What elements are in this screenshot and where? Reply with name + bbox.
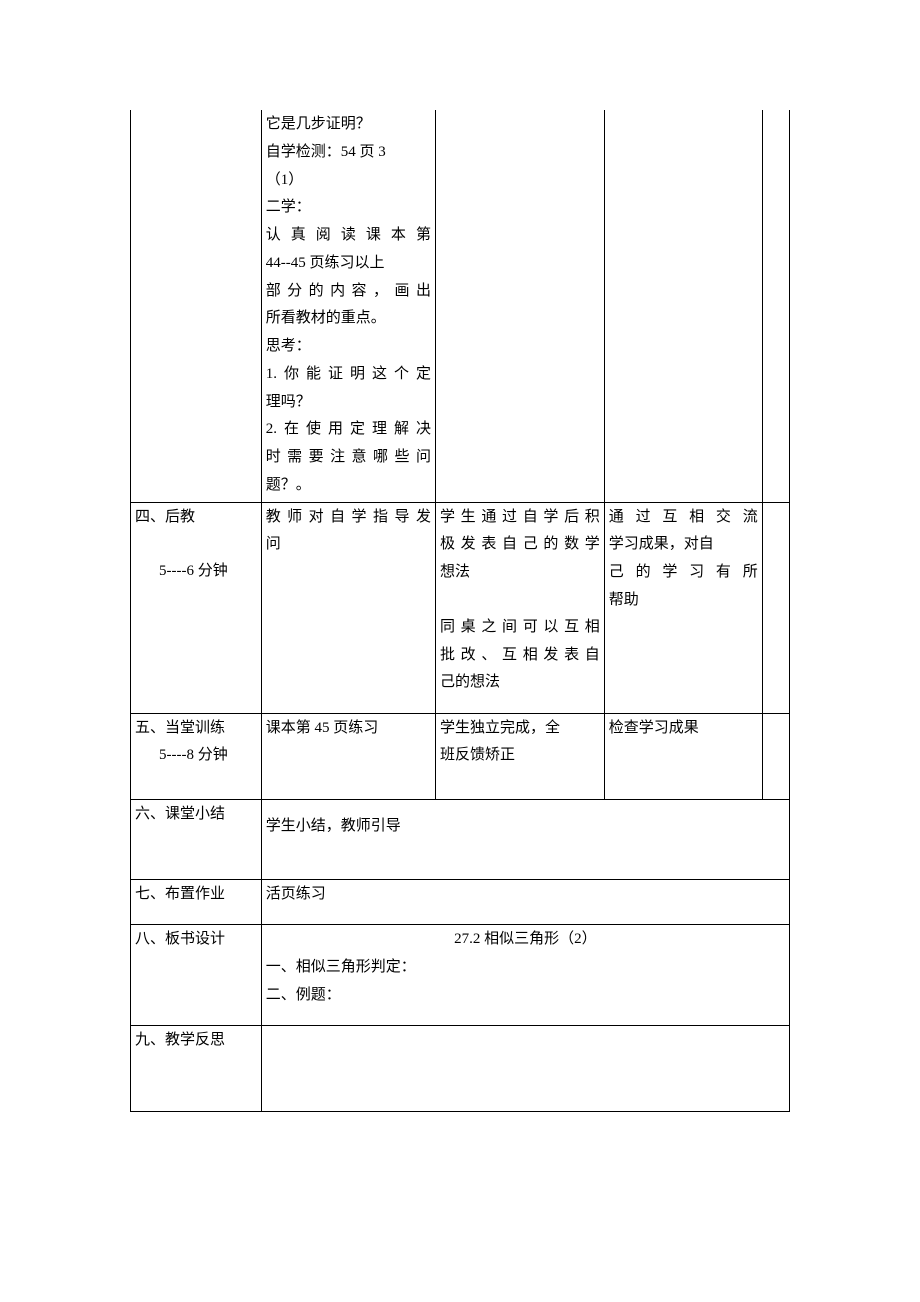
text-line: 自学检测：54 页 3 <box>266 139 431 167</box>
cell-section-title: 四、后教 5----6 分钟 <box>131 502 262 713</box>
cell-content-merged: 活页练习 <box>261 879 789 924</box>
text-line: 批改、互相发表自 <box>440 642 600 670</box>
cell-section-title: 六、课堂小结 <box>131 800 262 880</box>
text-line: 学生通过自学后积 <box>440 504 600 532</box>
cell-section-title: 五、当堂训练 5----8 分钟 <box>131 713 262 800</box>
text-line: 题？。 <box>266 472 431 500</box>
text-line: （1） <box>266 167 431 195</box>
text-line: 问 <box>266 531 431 559</box>
cell-content: 教师对自学指导发 问 <box>261 502 435 713</box>
text-line: 学习成果，对自 <box>609 531 758 559</box>
text-line: 认真阅读课本第 <box>266 222 431 250</box>
text-line: 它是几步证明？ <box>266 111 431 139</box>
text-line: 八、板书设计 <box>135 926 257 954</box>
text-line: 学生独立完成，全 <box>440 715 600 743</box>
text-line: 五、当堂训练 <box>135 715 257 743</box>
text-line: 一、相似三角形判定： <box>266 954 785 982</box>
table-row: 七、布置作业 活页练习 <box>131 879 790 924</box>
text-line: 5----8 分钟 <box>135 742 257 770</box>
text-line: 己的想法 <box>440 669 600 697</box>
cell-content: 学生独立完成，全 班反馈矫正 <box>435 713 604 800</box>
text-line: 2.在使用定理解决 <box>266 416 431 444</box>
text-line: 二、例题： <box>266 982 785 1010</box>
text-line: 课本第 45 页练习 <box>266 715 431 743</box>
cell-section-title: 八、板书设计 <box>131 925 262 1026</box>
text-line: 己的学习有所 <box>609 559 758 587</box>
cell-content-merged: 27.2 相似三角形（2） 一、相似三角形判定： 二、例题： <box>261 925 789 1026</box>
table-row: 八、板书设计 27.2 相似三角形（2） 一、相似三角形判定： 二、例题： <box>131 925 790 1026</box>
text-line: 四、后教 <box>135 504 257 532</box>
cell-empty <box>435 110 604 502</box>
text-line: 理吗？ <box>266 389 431 417</box>
text-line: 思考： <box>266 333 431 361</box>
table-row: 它是几步证明？ 自学检测：54 页 3 （1） 二学： 认真阅读课本第 44--… <box>131 110 790 502</box>
text-line: 学生小结，教师引导 <box>266 813 785 841</box>
table-row: 九、教学反思 <box>131 1025 790 1111</box>
lesson-plan-table: 它是几步证明？ 自学检测：54 页 3 （1） 二学： 认真阅读课本第 44--… <box>130 110 790 1112</box>
text-line: 九、教学反思 <box>135 1027 257 1055</box>
cell-section-title: 九、教学反思 <box>131 1025 262 1111</box>
text-line: 1.你能证明这个定 <box>266 361 431 389</box>
text-line: 通过互相交流 <box>609 504 758 532</box>
cell-content: 检查学习成果 <box>604 713 762 800</box>
text-line: 检查学习成果 <box>609 715 758 743</box>
cell-empty <box>131 110 262 502</box>
text-line: 时需要注意哪些问 <box>266 444 431 472</box>
cell-content: 通过互相交流 学习成果，对自 己的学习有所 帮助 <box>604 502 762 713</box>
text-line: 同桌之间可以互相 <box>440 614 600 642</box>
text-line: 活页练习 <box>266 881 785 909</box>
text-line: 部分的内容，画出 <box>266 278 431 306</box>
text-line: 极发表自己的数学 <box>440 531 600 559</box>
cell-content: 学生通过自学后积 极发表自己的数学 想法 同桌之间可以互相 批改、互相发表自 己… <box>435 502 604 713</box>
text-line: 44--45 页练习以上 <box>266 250 431 278</box>
cell-empty <box>762 502 789 713</box>
text-line: 教师对自学指导发 <box>266 504 431 532</box>
cell-empty <box>762 713 789 800</box>
cell-content-merged <box>261 1025 789 1111</box>
text-line: 想法 <box>440 559 600 587</box>
text-line: 二学： <box>266 194 431 222</box>
cell-content: 课本第 45 页练习 <box>261 713 435 800</box>
text-line: 帮助 <box>609 587 758 615</box>
table-row: 五、当堂训练 5----8 分钟 课本第 45 页练习 学生独立完成，全 班反馈… <box>131 713 790 800</box>
cell-empty <box>762 110 789 502</box>
table-row: 六、课堂小结 学生小结，教师引导 <box>131 800 790 880</box>
text-line: 六、课堂小结 <box>135 801 257 829</box>
cell-section-title: 七、布置作业 <box>131 879 262 924</box>
cell-empty <box>604 110 762 502</box>
text-line: 5----6 分钟 <box>135 558 257 586</box>
text-line: 七、布置作业 <box>135 881 257 909</box>
text-line: 所看教材的重点。 <box>266 305 431 333</box>
table-row: 四、后教 5----6 分钟 教师对自学指导发 问 学生通过自学后积 极发表自己… <box>131 502 790 713</box>
cell-content-merged: 学生小结，教师引导 <box>261 800 789 880</box>
board-title: 27.2 相似三角形（2） <box>266 926 785 954</box>
text-line: 班反馈矫正 <box>440 742 600 770</box>
cell-content: 它是几步证明？ 自学检测：54 页 3 （1） 二学： 认真阅读课本第 44--… <box>261 110 435 502</box>
